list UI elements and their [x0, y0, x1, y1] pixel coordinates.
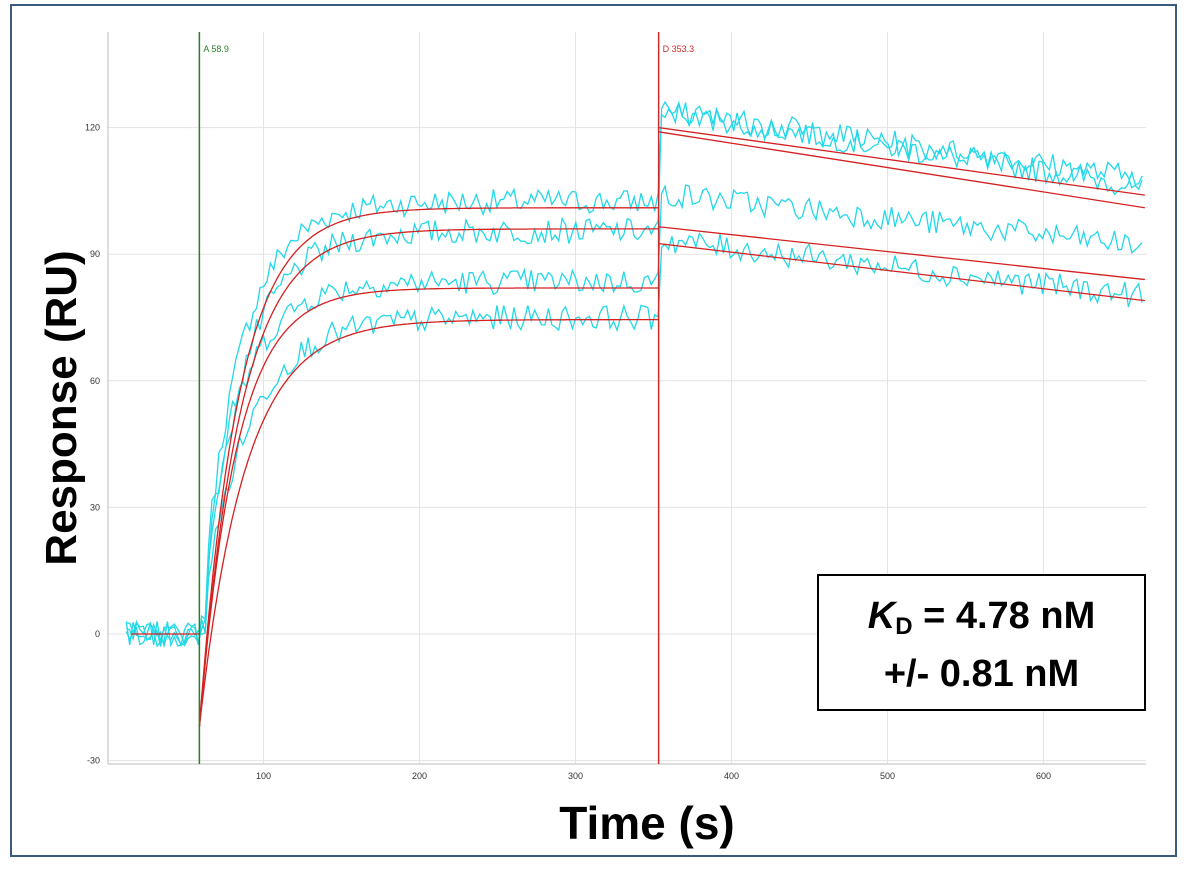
- data-trace: [125, 231, 1143, 649]
- marker-label: D 353.3: [663, 44, 695, 54]
- x-axis-label: Time (s): [559, 797, 735, 849]
- y-tick-label: 30: [90, 502, 100, 512]
- association-fit-curve: [198, 207, 658, 727]
- marker-label: A 58.9: [203, 44, 229, 54]
- x-tick-label: 200: [412, 771, 427, 781]
- y-tick-label: 0: [95, 629, 100, 639]
- y-tick-label: -30: [87, 756, 100, 766]
- y-axis-label: Response (RU): [37, 250, 86, 566]
- dissociation-fit-line: [658, 226, 1145, 281]
- sensorgram-plot: 100 200 300 400 500 600 -30 0 30 60 90 120 A 58.9 D 3…: [85, 32, 1146, 781]
- association-fit-curve: [198, 228, 658, 727]
- association-fit-curve: [198, 287, 658, 727]
- kd-subscript: D: [895, 613, 913, 640]
- x-tick-label: 600: [1036, 771, 1051, 781]
- association-fit-curve: [198, 318, 658, 727]
- dissociation-fit-line: [658, 126, 1145, 196]
- kd-value: = 4.78 nM: [912, 595, 1096, 637]
- data-trace: [125, 184, 1143, 647]
- y-tick-label: 120: [85, 123, 100, 133]
- y-tick-label: 90: [90, 249, 100, 259]
- dissociation-fit-line: [658, 131, 1146, 209]
- kd-error: +/- 0.81 nM: [883, 653, 1080, 695]
- x-tick-label: 400: [724, 771, 739, 781]
- data-trace: [126, 100, 1143, 648]
- kd-symbol: K: [867, 595, 896, 637]
- y-tick-label: 60: [90, 376, 100, 386]
- x-tick-label: 100: [256, 771, 271, 781]
- kd-annotation-box: KD = 4.78 nM +/- 0.81 nM: [817, 574, 1146, 711]
- data-trace: [125, 100, 1143, 648]
- x-tick-label: 300: [568, 771, 583, 781]
- x-tick-label: 500: [880, 771, 895, 781]
- dissociation-fit-line: [658, 243, 1145, 302]
- chart-frame: 100 200 300 400 500 600 -30 0 30 60 90 120 A 58.9 D 3…: [10, 4, 1177, 857]
